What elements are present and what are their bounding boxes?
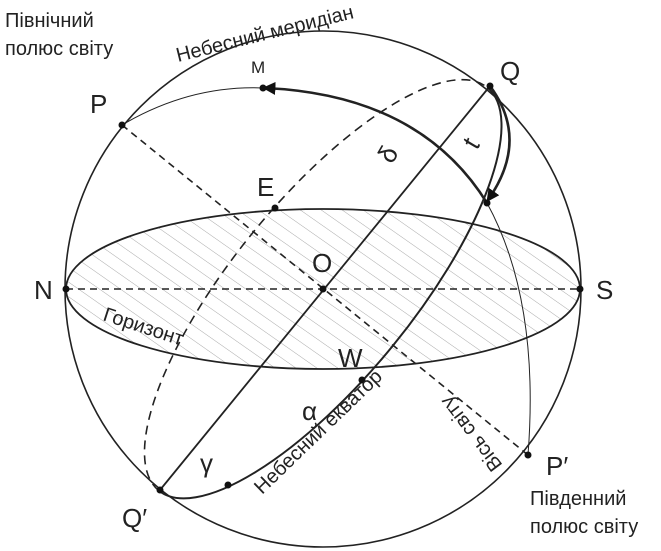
point-Q-prime <box>156 486 164 494</box>
label: N <box>34 275 53 305</box>
hour-circle-top <box>121 87 264 126</box>
hour-circle-bottom <box>486 202 531 456</box>
label: полюс світу <box>530 516 638 538</box>
label: P <box>90 89 107 119</box>
label: γ <box>200 448 213 478</box>
label: Небесний екватор <box>250 366 387 499</box>
point-P-prime <box>524 451 532 459</box>
label: Південний <box>530 488 626 510</box>
point-E <box>271 204 279 212</box>
label: δ <box>371 140 404 168</box>
label: S <box>596 275 613 305</box>
label: M <box>251 58 265 77</box>
point-N <box>62 285 70 293</box>
label: Північний <box>5 10 94 32</box>
delta-arc <box>262 81 489 204</box>
label: Q′ <box>122 503 147 533</box>
point-O <box>319 285 327 293</box>
label: Вісь світу <box>436 392 507 476</box>
point-M <box>259 84 267 92</box>
label: полюс світу <box>5 38 113 60</box>
equator-back <box>143 78 488 492</box>
label: Q <box>500 56 520 86</box>
point-P <box>118 121 126 129</box>
label: E <box>257 172 274 202</box>
label: O <box>312 248 332 278</box>
label: t <box>455 133 486 152</box>
point-S <box>576 285 584 293</box>
point-Q <box>486 82 494 90</box>
equator-front <box>158 86 503 500</box>
label: α <box>302 396 317 426</box>
t-arc <box>486 85 511 203</box>
world-axis <box>121 124 529 456</box>
point-gamma <box>224 481 232 489</box>
point-W <box>358 376 366 384</box>
label: W <box>338 343 363 373</box>
label: P′ <box>546 451 568 481</box>
point-star <box>483 199 491 207</box>
